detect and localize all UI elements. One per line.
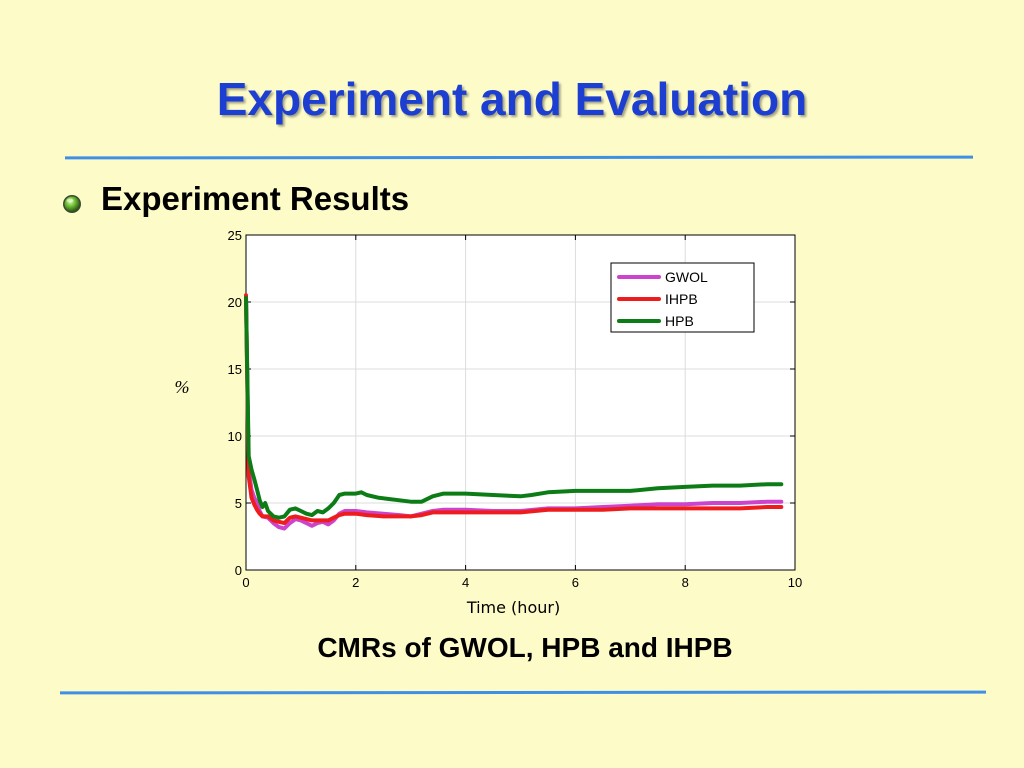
legend-label-hpb: HPB <box>665 313 694 329</box>
x-tick-label: 6 <box>572 575 579 590</box>
y-tick-label: 10 <box>228 429 242 444</box>
y-tick-label: 15 <box>228 362 242 377</box>
slide-title: Experiment and Evaluation <box>216 73 808 125</box>
series-line-ihpb <box>244 293 784 526</box>
y-axis-label: % <box>175 377 190 397</box>
x-tick-label: 4 <box>462 575 469 590</box>
y-tick-label: 0 <box>235 563 242 578</box>
x-tick-label: 2 <box>352 575 359 590</box>
x-axis-label: Time (hour) <box>466 598 560 617</box>
chart-caption: CMRs of GWOL, HPB and IHPB <box>317 632 733 663</box>
y-tick-label: 25 <box>228 228 242 243</box>
x-tick-label: 8 <box>682 575 689 590</box>
y-tick-label: 20 <box>228 295 242 310</box>
bullet-experiment-results: Experiment Results <box>101 180 410 217</box>
x-tick-label: 10 <box>788 575 802 590</box>
bottom-divider <box>59 690 987 695</box>
y-tick-label: 5 <box>235 496 242 511</box>
legend-label-ihpb: IHPB <box>665 291 698 307</box>
series-line-hpb <box>244 296 784 520</box>
x-tick-label: 0 <box>242 575 249 590</box>
cmr-line-chart: 0 2 4 6 8 10 0 5 10 15 20 25 Time (hour)% GWOL IHPB HPB <box>160 222 820 622</box>
chart-svg: 0 2 4 6 8 10 0 5 10 15 20 25 Time (hour)% GWOL IHPB HPB <box>175 228 803 617</box>
legend-label-gwol: GWOL <box>665 269 708 285</box>
top-divider <box>64 155 974 160</box>
bullet-orb-icon <box>63 195 81 213</box>
